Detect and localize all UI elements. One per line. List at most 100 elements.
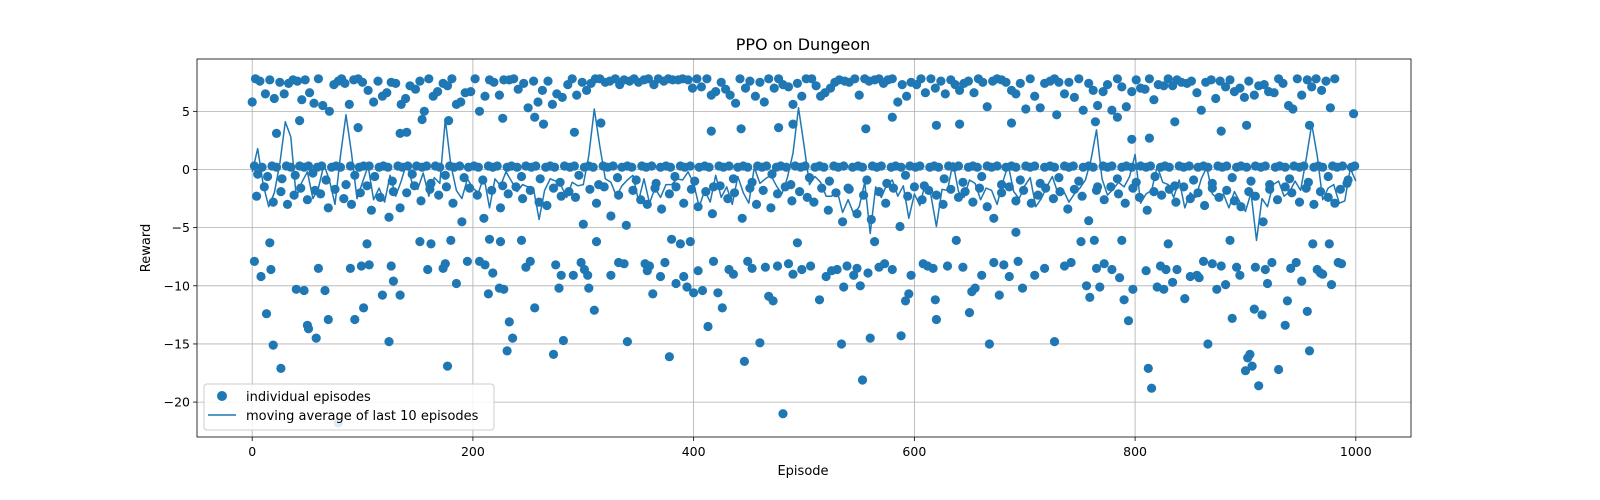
episode-point — [897, 80, 907, 90]
episode-point — [465, 183, 475, 193]
episode-point — [1239, 92, 1249, 102]
episode-point — [1236, 202, 1246, 212]
episode-point — [426, 239, 436, 249]
episode-point — [424, 74, 434, 84]
episode-point — [745, 76, 755, 86]
episode-point — [529, 76, 539, 86]
episode-point — [1286, 263, 1296, 273]
episode-point — [743, 256, 753, 266]
episode-point — [402, 188, 412, 198]
episode-point — [953, 192, 964, 202]
episode-point — [768, 296, 778, 306]
episode-point — [1304, 120, 1315, 130]
episode-point — [982, 102, 992, 112]
episode-point — [1017, 283, 1028, 293]
episode-point — [823, 205, 833, 215]
episode-point — [255, 76, 265, 86]
episode-point — [415, 237, 425, 247]
episode-point — [824, 176, 835, 186]
episode-point — [1033, 190, 1043, 200]
episode-point — [282, 199, 293, 209]
episode-point — [1161, 264, 1171, 275]
episode-point — [1259, 80, 1269, 90]
episode-point — [382, 88, 392, 98]
episode-point — [745, 183, 755, 193]
episode-point — [1084, 216, 1094, 226]
episode-point — [999, 260, 1009, 270]
episode-point — [480, 91, 490, 101]
episode-point — [882, 178, 892, 188]
episode-point — [355, 188, 365, 198]
episode-point — [1059, 89, 1070, 99]
episode-point — [504, 317, 514, 327]
episode-point — [759, 97, 769, 107]
episode-point — [1282, 296, 1292, 306]
episode-point — [896, 331, 906, 341]
episode-point — [309, 98, 319, 108]
episode-point — [636, 195, 646, 205]
episode-point — [647, 161, 657, 171]
episode-point — [936, 76, 946, 86]
episode-point — [887, 264, 897, 275]
episode-point — [1085, 292, 1095, 302]
episode-point — [992, 161, 1002, 171]
episode-point — [459, 173, 469, 183]
episode-point — [492, 161, 502, 171]
x-axis-label: Episode — [777, 464, 828, 479]
episode-point — [874, 187, 884, 197]
episode-point — [249, 161, 259, 171]
episode-point — [1330, 198, 1340, 208]
episode-point — [1242, 120, 1252, 130]
episode-point — [1272, 195, 1283, 205]
episode-point — [583, 270, 593, 280]
episode-point — [377, 290, 387, 300]
episode-point — [1140, 84, 1150, 94]
episode-point — [1159, 284, 1169, 294]
y-tick-label: 0 — [182, 162, 190, 177]
episode-point — [576, 257, 586, 268]
episode-point — [302, 195, 312, 205]
episode-point — [1041, 183, 1051, 193]
episode-point — [1064, 77, 1074, 87]
episode-point — [1054, 173, 1064, 183]
episode-point — [715, 181, 725, 191]
episode-point — [838, 217, 848, 227]
episode-point — [1091, 263, 1102, 273]
episode-point — [1011, 227, 1021, 237]
episode-point — [556, 191, 566, 201]
episode-point — [682, 282, 692, 292]
episode-point — [931, 120, 942, 130]
episode-point — [713, 288, 723, 298]
episode-point — [725, 90, 735, 100]
episode-point — [516, 235, 527, 245]
episode-point — [402, 127, 412, 137]
episode-point — [1323, 192, 1333, 202]
episode-point — [1324, 239, 1334, 249]
episode-point — [628, 185, 638, 195]
episode-point — [817, 183, 827, 193]
legend-label-line: moving average of last 10 episodes — [246, 409, 479, 424]
episode-point — [970, 283, 980, 293]
episode-point — [989, 213, 999, 223]
episode-point — [955, 119, 965, 129]
episode-point — [1081, 281, 1092, 291]
episode-point — [1198, 256, 1209, 266]
episode-point — [531, 161, 541, 171]
episode-point — [1090, 117, 1100, 127]
episode-point — [364, 260, 374, 270]
episode-point — [533, 97, 543, 107]
episode-point — [534, 197, 544, 207]
episode-point — [403, 161, 413, 171]
episode-point — [814, 295, 825, 305]
episode-point — [1302, 75, 1312, 85]
episode-point — [440, 170, 450, 180]
episode-point — [855, 281, 865, 291]
episode-point — [1025, 74, 1035, 84]
episode-point — [1172, 264, 1182, 275]
episode-point — [386, 261, 396, 271]
legend-marker-scatter — [217, 391, 227, 401]
episode-point — [1288, 104, 1298, 114]
episode-point — [717, 303, 727, 313]
episode-point — [276, 187, 286, 197]
episode-point — [792, 238, 803, 248]
